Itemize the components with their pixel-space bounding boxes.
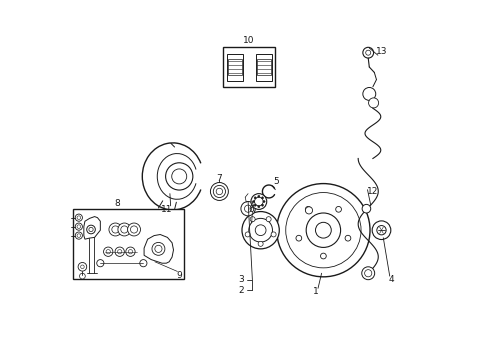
Circle shape xyxy=(77,234,81,237)
Text: 10: 10 xyxy=(243,36,254,45)
Text: 6: 6 xyxy=(247,205,253,214)
Circle shape xyxy=(258,241,263,246)
Circle shape xyxy=(210,183,228,201)
Circle shape xyxy=(249,217,255,222)
Circle shape xyxy=(109,223,122,236)
Circle shape xyxy=(165,163,192,190)
Circle shape xyxy=(257,206,260,208)
Text: 7: 7 xyxy=(216,174,222,183)
Text: 5: 5 xyxy=(273,177,278,186)
Circle shape xyxy=(77,225,81,228)
Circle shape xyxy=(77,216,81,220)
Circle shape xyxy=(261,197,263,199)
Circle shape xyxy=(244,232,250,237)
Circle shape xyxy=(295,235,301,241)
Circle shape xyxy=(270,232,276,237)
Circle shape xyxy=(254,204,256,206)
Circle shape xyxy=(252,201,254,203)
Polygon shape xyxy=(255,54,271,81)
Text: 13: 13 xyxy=(375,47,386,56)
Circle shape xyxy=(75,214,82,221)
Circle shape xyxy=(152,242,164,255)
Text: 9: 9 xyxy=(176,270,182,279)
Circle shape xyxy=(276,184,369,277)
Bar xyxy=(223,47,274,87)
Circle shape xyxy=(345,235,350,241)
Circle shape xyxy=(320,253,325,259)
Polygon shape xyxy=(227,54,243,81)
Text: 11: 11 xyxy=(160,205,172,214)
Text: 3: 3 xyxy=(238,275,244,284)
Circle shape xyxy=(118,223,131,236)
Circle shape xyxy=(315,222,330,238)
Circle shape xyxy=(376,226,386,235)
Circle shape xyxy=(121,226,128,233)
Circle shape xyxy=(106,249,110,254)
Circle shape xyxy=(155,245,162,252)
Text: 8: 8 xyxy=(114,199,120,208)
Text: 4: 4 xyxy=(388,275,393,284)
Circle shape xyxy=(244,205,251,212)
Circle shape xyxy=(257,195,260,197)
Circle shape xyxy=(125,247,135,256)
Circle shape xyxy=(285,193,360,268)
Circle shape xyxy=(255,225,265,235)
Text: 2: 2 xyxy=(238,286,244,295)
Circle shape xyxy=(263,201,264,203)
Circle shape xyxy=(364,270,371,277)
Circle shape xyxy=(75,223,82,230)
Polygon shape xyxy=(144,234,173,263)
Circle shape xyxy=(115,247,124,256)
Circle shape xyxy=(265,217,271,222)
Circle shape xyxy=(89,227,93,231)
Circle shape xyxy=(254,197,256,199)
Circle shape xyxy=(365,50,370,55)
Circle shape xyxy=(261,204,263,206)
Circle shape xyxy=(362,87,375,100)
Circle shape xyxy=(371,221,390,239)
Circle shape xyxy=(248,219,272,242)
Circle shape xyxy=(368,98,378,108)
Circle shape xyxy=(362,47,373,58)
Polygon shape xyxy=(83,217,100,239)
Circle shape xyxy=(241,202,255,216)
Circle shape xyxy=(305,207,312,214)
Circle shape xyxy=(97,260,104,267)
Circle shape xyxy=(128,249,132,254)
Circle shape xyxy=(140,260,147,267)
Circle shape xyxy=(75,232,82,239)
Circle shape xyxy=(250,194,266,210)
Circle shape xyxy=(242,212,279,249)
Circle shape xyxy=(171,169,186,184)
Circle shape xyxy=(78,262,86,271)
Circle shape xyxy=(117,249,122,254)
Circle shape xyxy=(213,185,225,198)
Circle shape xyxy=(305,213,340,247)
Circle shape xyxy=(81,265,84,269)
Circle shape xyxy=(86,225,95,234)
Text: 1: 1 xyxy=(313,287,319,296)
Circle shape xyxy=(127,223,140,236)
Circle shape xyxy=(112,226,119,233)
Circle shape xyxy=(362,204,370,213)
Circle shape xyxy=(361,267,374,280)
Circle shape xyxy=(103,247,113,256)
Circle shape xyxy=(305,206,310,212)
Bar xyxy=(73,209,184,279)
Circle shape xyxy=(80,273,85,279)
Circle shape xyxy=(254,197,263,206)
Bar xyxy=(228,59,242,75)
Circle shape xyxy=(216,188,222,195)
Bar xyxy=(257,59,270,75)
Circle shape xyxy=(130,226,137,233)
Circle shape xyxy=(335,206,341,212)
Text: 12: 12 xyxy=(366,187,378,196)
